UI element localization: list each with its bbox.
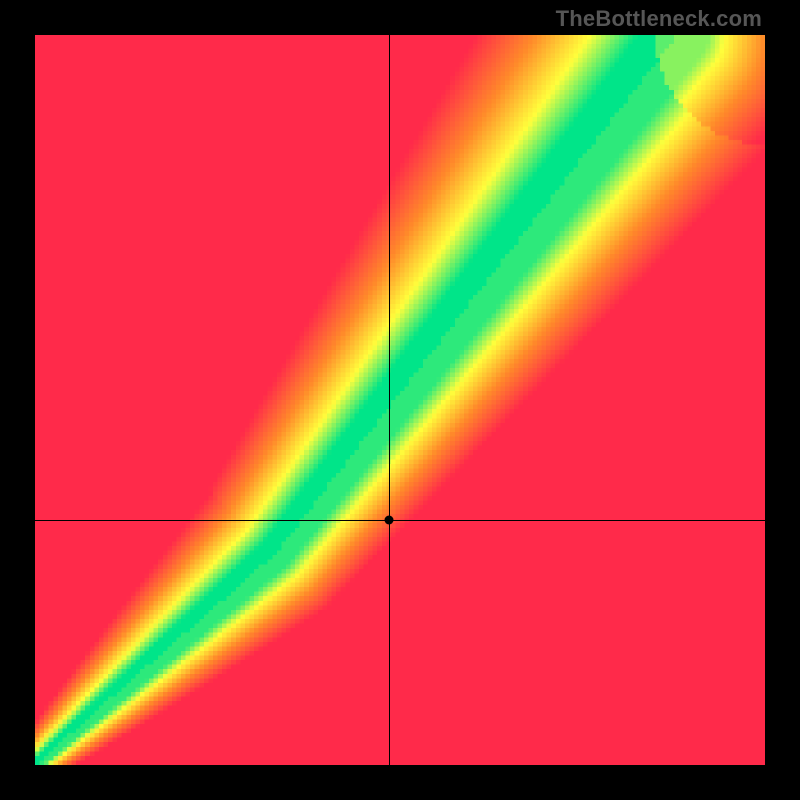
- chart-outer: TheBottleneck.com: [0, 0, 800, 800]
- watermark-text: TheBottleneck.com: [556, 6, 762, 32]
- heatmap-canvas: [35, 35, 765, 765]
- crosshair-marker: [385, 516, 394, 525]
- heatmap-plot: [35, 35, 765, 765]
- crosshair-horizontal: [35, 520, 765, 521]
- crosshair-vertical: [389, 35, 390, 765]
